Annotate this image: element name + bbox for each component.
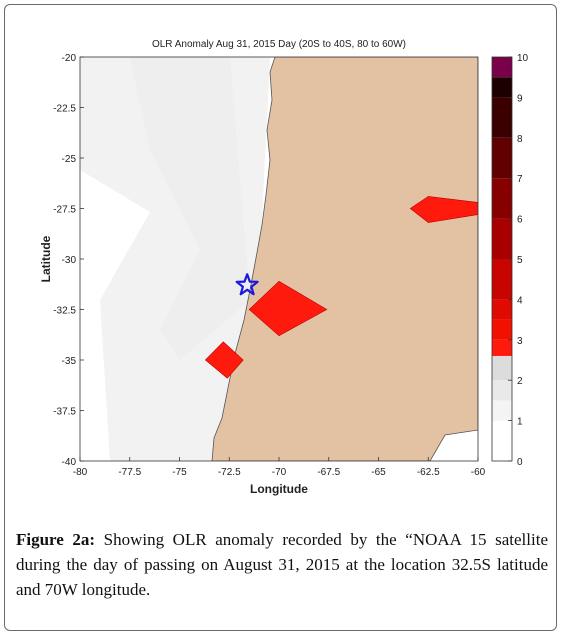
colorbar-band	[492, 380, 512, 401]
colorbar-tick-label: 4	[517, 295, 523, 306]
colorbar-band	[492, 420, 512, 461]
ocean-anomaly-shading-2	[130, 57, 250, 360]
colorbar-band	[492, 299, 512, 320]
colorbar-tick-label: 8	[517, 134, 523, 145]
colorbar-band	[492, 137, 512, 179]
colorbar-band	[492, 259, 512, 300]
colorbar-tick-label: 3	[517, 336, 523, 347]
colorbar-tick-label: 7	[517, 174, 523, 185]
y-tick-label: -30	[62, 255, 77, 266]
x-tick-label: -80	[73, 467, 88, 478]
colorbar-band	[492, 355, 512, 381]
x-tick-label: -60	[471, 467, 486, 478]
colorbar-tick-label: 9	[517, 93, 523, 104]
x-axis-label: Longitude	[250, 482, 308, 496]
caption-label: Figure 2a:	[16, 530, 96, 549]
y-tick-label: -22.5	[53, 104, 76, 115]
colorbar-tick-label: 6	[517, 215, 523, 226]
colorbar-band	[492, 400, 512, 421]
anomaly-region	[409, 196, 478, 223]
y-tick-label: -37.5	[53, 407, 76, 418]
anomaly-region	[204, 341, 244, 379]
anomaly-regions	[204, 196, 478, 379]
colorbar-band	[492, 178, 512, 219]
location-star-marker	[235, 273, 259, 296]
y-axis-label: Latitude	[39, 235, 53, 282]
colorbar-band	[492, 57, 512, 78]
x-tick-label: -67.5	[317, 467, 340, 478]
anomaly-region	[248, 280, 328, 337]
y-tick-label: -20	[62, 53, 77, 64]
colorbar-tick-label: 10	[517, 53, 529, 64]
y-tick-label: -25	[62, 154, 77, 165]
y-axis: -20 -22.5 -25 -27.5 -30 -32.5 -35 -37.5 -40	[53, 53, 84, 468]
caption-text: Showing OLR anomaly recorded by the “NOA…	[16, 530, 548, 599]
x-tick-label: -62.5	[417, 467, 440, 478]
colorbar-tick-label: 1	[517, 417, 523, 428]
x-tick-label: -77.5	[118, 467, 141, 478]
y-tick-label: -32.5	[53, 306, 76, 317]
chart-title: OLR Anomaly Aug 31, 2015 Day (20S to 40S…	[152, 39, 406, 50]
colorbar-band	[492, 77, 512, 98]
colorbar-tick-label: 5	[517, 255, 523, 266]
x-tick-label: -75	[172, 467, 187, 478]
olr-anomaly-figure: OLR Anomaly Aug 31, 2015 Day (20S to 40S…	[39, 39, 529, 496]
y-tick-label: -40	[62, 457, 77, 468]
land-region	[211, 57, 478, 461]
colorbar-band	[492, 319, 512, 340]
location-marker-group	[235, 273, 259, 296]
figure-caption: Figure 2a: Showing OLR anomaly recorded …	[16, 527, 548, 602]
colorbar-band	[492, 97, 512, 138]
x-tick-label: -72.5	[218, 467, 241, 478]
colorbar: 0 1 2 3 4 5 6 7 8 9 10	[491, 53, 529, 468]
x-axis: -80 -77.5 -75 -72.5 -70 -67.5 -65 -62.5 -60	[73, 457, 486, 478]
colorbar-band	[492, 339, 512, 356]
colorbar-tick-label: 0	[517, 457, 523, 468]
y-tick-label: -27.5	[53, 205, 76, 216]
colorbar-tick-label: 2	[517, 376, 523, 387]
x-tick-label: -70	[272, 467, 287, 478]
colorbar-band	[492, 218, 512, 259]
y-tick-label: -35	[62, 356, 77, 367]
x-tick-label: -65	[371, 467, 386, 478]
